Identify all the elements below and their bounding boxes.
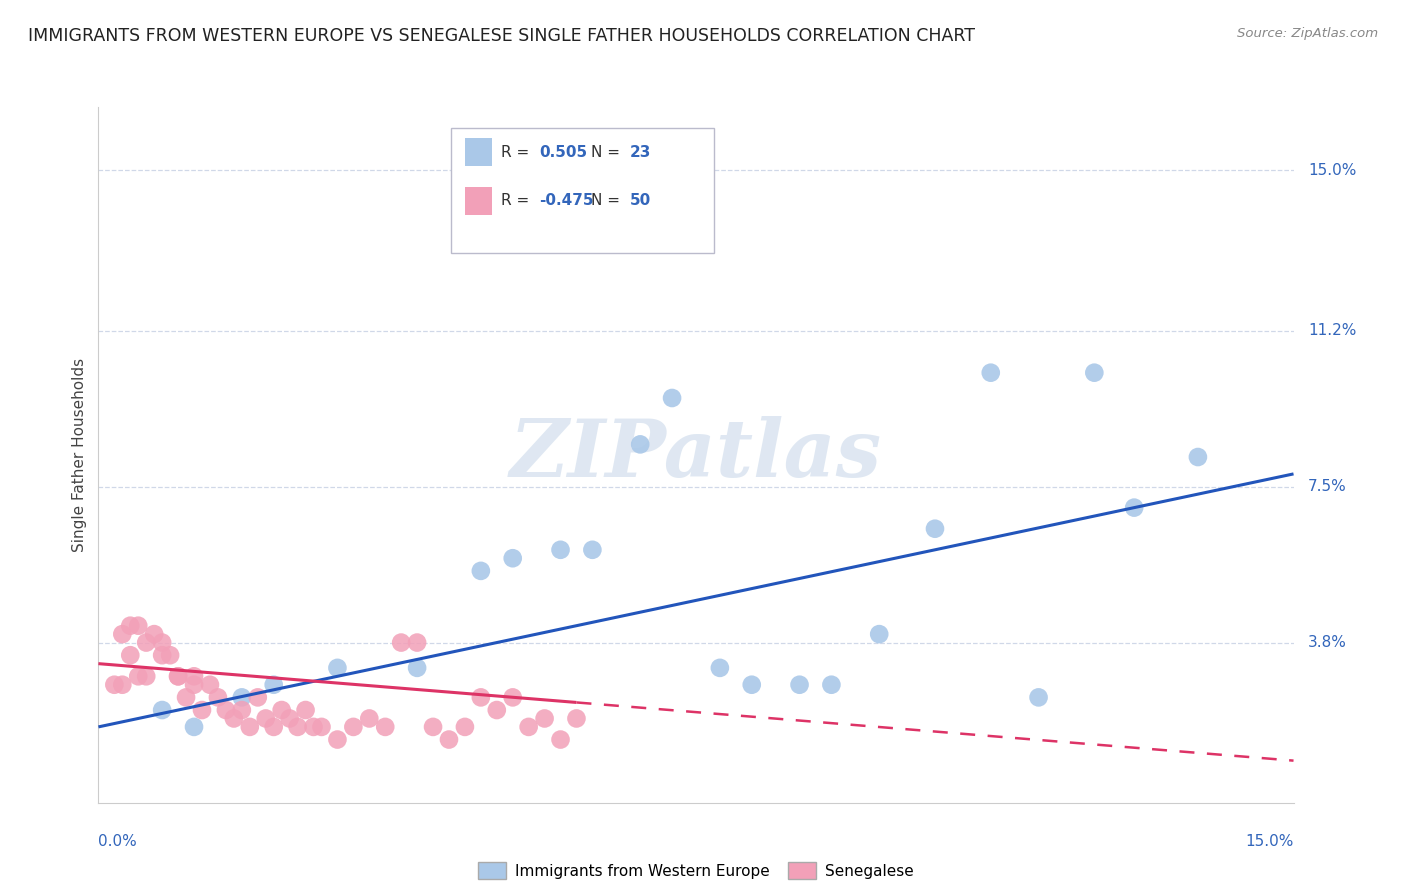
Point <box>342 720 364 734</box>
Text: 50: 50 <box>630 194 651 209</box>
Point <box>709 661 731 675</box>
Point <box>454 720 477 734</box>
Text: 15.0%: 15.0% <box>1246 834 1294 849</box>
Point <box>159 648 181 663</box>
Point <box>183 720 205 734</box>
FancyBboxPatch shape <box>465 138 492 166</box>
Text: 7.5%: 7.5% <box>1308 479 1347 494</box>
Point <box>502 690 524 705</box>
Point <box>550 542 572 557</box>
Point <box>287 720 309 734</box>
Point <box>661 391 683 405</box>
Point <box>183 678 205 692</box>
Y-axis label: Single Father Households: Single Father Households <box>72 358 87 552</box>
Point <box>820 678 842 692</box>
Point <box>406 661 429 675</box>
Point <box>581 542 603 557</box>
Text: 11.2%: 11.2% <box>1308 323 1357 338</box>
Point <box>550 732 572 747</box>
Point <box>120 648 142 663</box>
Point <box>1123 500 1146 515</box>
Text: -0.475: -0.475 <box>540 194 593 209</box>
Point <box>103 678 125 692</box>
FancyBboxPatch shape <box>451 128 714 253</box>
Point <box>120 618 142 632</box>
Text: R =: R = <box>501 194 534 209</box>
Point <box>215 703 238 717</box>
Point <box>422 720 444 734</box>
Text: N =: N = <box>591 145 624 160</box>
Point <box>150 703 173 717</box>
Point <box>167 669 190 683</box>
Point <box>470 690 492 705</box>
Point <box>406 635 429 649</box>
Point <box>326 732 349 747</box>
Point <box>374 720 396 734</box>
Point <box>485 703 508 717</box>
Point <box>263 720 285 734</box>
Point <box>628 437 651 451</box>
Point <box>143 627 166 641</box>
Point <box>111 627 134 641</box>
Point <box>326 661 349 675</box>
Point <box>246 690 269 705</box>
Point <box>359 711 381 725</box>
Point <box>135 669 157 683</box>
Text: 0.505: 0.505 <box>540 145 588 160</box>
Text: Source: ZipAtlas.com: Source: ZipAtlas.com <box>1237 27 1378 40</box>
Point <box>239 720 262 734</box>
Text: 0.0%: 0.0% <box>98 834 138 849</box>
Point <box>150 635 173 649</box>
Point <box>741 678 763 692</box>
Point <box>183 669 205 683</box>
Point <box>254 711 277 725</box>
Point <box>231 703 253 717</box>
Point <box>302 720 325 734</box>
Point <box>502 551 524 566</box>
Point <box>191 703 214 717</box>
Point <box>198 678 221 692</box>
Point <box>1028 690 1050 705</box>
Point <box>1187 450 1209 464</box>
Point <box>127 618 149 632</box>
Point <box>565 711 588 725</box>
Point <box>470 564 492 578</box>
Text: R =: R = <box>501 145 534 160</box>
Point <box>167 669 190 683</box>
Point <box>389 635 412 649</box>
Point <box>263 678 285 692</box>
Text: 15.0%: 15.0% <box>1308 163 1357 178</box>
Point <box>311 720 333 734</box>
Point <box>980 366 1002 380</box>
Text: N =: N = <box>591 194 624 209</box>
Text: 3.8%: 3.8% <box>1308 635 1347 650</box>
Point <box>231 690 253 705</box>
Point <box>294 703 316 717</box>
Point <box>437 732 460 747</box>
Point <box>111 678 134 692</box>
Point <box>789 678 811 692</box>
Point <box>135 635 157 649</box>
Text: IMMIGRANTS FROM WESTERN EUROPE VS SENEGALESE SINGLE FATHER HOUSEHOLDS CORRELATIO: IMMIGRANTS FROM WESTERN EUROPE VS SENEGA… <box>28 27 976 45</box>
Point <box>150 648 173 663</box>
Point <box>517 720 540 734</box>
Point <box>207 690 229 705</box>
FancyBboxPatch shape <box>465 187 492 215</box>
Legend: Immigrants from Western Europe, Senegalese: Immigrants from Western Europe, Senegale… <box>472 855 920 886</box>
Point <box>270 703 292 717</box>
Point <box>1083 366 1105 380</box>
Point <box>868 627 890 641</box>
Text: ZIPatlas: ZIPatlas <box>510 417 882 493</box>
Point <box>278 711 301 725</box>
Text: 23: 23 <box>630 145 651 160</box>
Point <box>533 711 555 725</box>
Point <box>222 711 245 725</box>
Point <box>174 690 197 705</box>
Point <box>127 669 149 683</box>
Point <box>924 522 946 536</box>
